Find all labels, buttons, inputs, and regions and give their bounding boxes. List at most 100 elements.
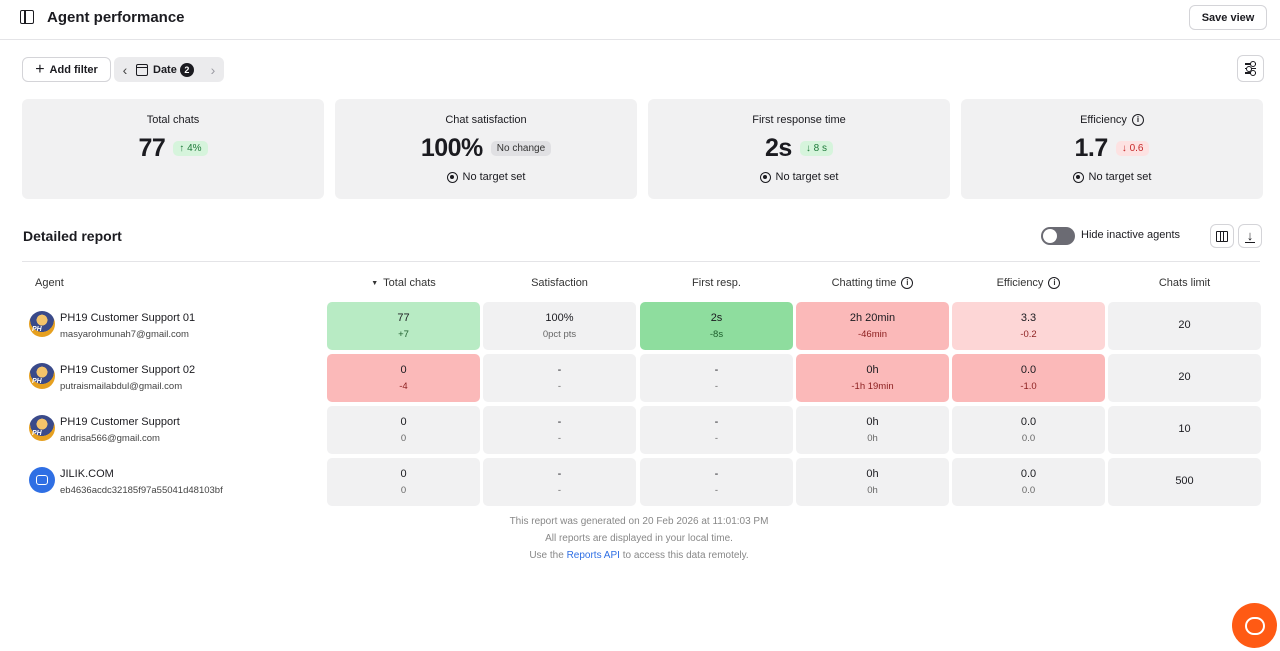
reports-api-link[interactable]: Reports API	[566, 550, 620, 561]
chat-satisfaction-card: Chat satisfaction 100% No change No targ…	[335, 99, 637, 199]
efficiency-cell: 0.0 -1.0	[952, 354, 1105, 402]
target-icon	[759, 171, 771, 183]
target-icon	[446, 171, 458, 183]
column-header-agent[interactable]: Agent	[35, 277, 64, 289]
first-response-cell: 2s -8s	[640, 302, 793, 350]
agent-name: PH19 Customer Support	[60, 416, 180, 428]
target-icon	[1072, 171, 1084, 183]
column-header-satisfaction[interactable]: Satisfaction	[531, 277, 588, 289]
agent-name: JILIK.COM	[60, 468, 114, 480]
change-badge: ↑ 4%	[173, 141, 208, 156]
card-value: 100%	[420, 134, 483, 162]
card-value: 77	[138, 134, 166, 162]
chatting-time-cell: 0h -1h 19min	[796, 354, 949, 402]
local-time-note: All reports are displayed in your local …	[545, 533, 733, 544]
sidebar-toggle-icon[interactable]	[20, 10, 34, 24]
target-status: No target set	[648, 171, 950, 183]
column-header-first-response[interactable]: First resp.	[692, 277, 741, 289]
chats-limit-cell[interactable]: 20	[1108, 302, 1261, 350]
arrow-up-icon: ↑	[179, 143, 188, 154]
arrow-down-icon: ↓	[805, 143, 814, 154]
info-icon[interactable]: i	[901, 277, 914, 289]
plus-icon: +	[35, 60, 45, 78]
card-label: Efficiency	[1080, 114, 1127, 126]
download-icon: ↓	[1244, 228, 1256, 243]
first-response-time-card: First response time 2s ↓ 8 s No target s…	[648, 99, 950, 199]
column-header-efficiency[interactable]: Efficiency i	[952, 277, 1105, 289]
section-title: Detailed report	[23, 228, 122, 244]
satisfaction-cell: --	[483, 458, 636, 506]
chat-bubble-icon	[36, 475, 48, 485]
total-chats-card: Total chats 77 ↑ 4%	[22, 99, 324, 199]
save-view-button[interactable]: Save view	[1189, 5, 1267, 30]
satisfaction-cell: --	[483, 406, 636, 454]
efficiency-cell: 0.0 0.0	[952, 406, 1105, 454]
total-chats-cell: 77 +7	[327, 302, 480, 350]
download-button[interactable]: ↓	[1238, 224, 1262, 248]
column-header-chats-limit[interactable]: Chats limit	[1158, 277, 1211, 289]
info-icon[interactable]: i	[1131, 114, 1144, 126]
satisfaction-cell: --	[483, 354, 636, 402]
card-value: 1.7	[1074, 134, 1109, 162]
chevron-left-icon[interactable]: ‹	[122, 61, 128, 78]
report-generated-note: This report was generated on 20 Feb 2026…	[509, 516, 769, 527]
chats-limit-cell[interactable]: 20	[1108, 354, 1261, 402]
view-settings-button[interactable]	[1237, 55, 1264, 82]
info-icon[interactable]: i	[1048, 277, 1061, 289]
chats-limit-cell[interactable]: 500	[1108, 458, 1261, 506]
avatar	[29, 415, 55, 441]
add-filter-label: Add filter	[49, 63, 98, 76]
top-bar: Agent performance Save view	[0, 0, 1280, 40]
card-label: Total chats	[146, 114, 200, 126]
card-label: First response time	[752, 114, 846, 126]
date-filter-chip[interactable]: ‹ Date 2 ›	[114, 57, 224, 82]
target-status: No target set	[961, 171, 1263, 183]
api-note: Use the Reports API to access this data …	[529, 550, 749, 561]
efficiency-card: Efficiency i 1.7 ↓ 0.6 No target set	[961, 99, 1263, 199]
date-filter-count-badge: 2	[179, 62, 194, 77]
first-response-cell: --	[640, 354, 793, 402]
divider	[22, 261, 1260, 262]
chat-widget-button[interactable]	[1232, 603, 1277, 648]
card-label: Chat satisfaction	[445, 114, 527, 126]
first-response-cell: --	[640, 406, 793, 454]
chatting-time-cell: 0h 0h	[796, 458, 949, 506]
change-badge: ↓ 8 s	[799, 141, 833, 156]
avatar	[29, 363, 55, 389]
chat-bubble-icon	[1244, 616, 1265, 635]
agent-name: PH19 Customer Support 01	[60, 312, 196, 324]
add-filter-button[interactable]: + Add filter	[22, 57, 111, 82]
arrow-down-icon: ↓	[1121, 143, 1130, 154]
agent-email: putraismailabdul@gmail.com	[60, 381, 183, 392]
sort-desc-icon: ▼	[371, 279, 379, 287]
avatar	[29, 467, 55, 493]
chats-limit-cell[interactable]: 10	[1108, 406, 1261, 454]
avatar	[29, 311, 55, 337]
first-response-cell: --	[640, 458, 793, 506]
agent-name: PH19 Customer Support 02	[60, 364, 196, 376]
hide-inactive-toggle[interactable]	[1041, 227, 1075, 245]
efficiency-cell: 3.3 -0.2	[952, 302, 1105, 350]
change-badge: ↓ 0.6	[1115, 141, 1150, 156]
agent-email: eb4636acdc32185f97a55041d48103bf	[60, 485, 223, 496]
chatting-time-cell: 0h 0h	[796, 406, 949, 454]
column-header-chatting-time[interactable]: Chatting time i	[796, 277, 949, 289]
card-value: 2s	[765, 134, 792, 162]
agent-email: masyarohmunah7@gmail.com	[60, 329, 189, 340]
chevron-right-icon[interactable]: ›	[210, 61, 216, 78]
hide-inactive-label: Hide inactive agents	[1081, 229, 1181, 241]
column-header-total-chats[interactable]: ▼ Total chats	[371, 277, 436, 289]
columns-button[interactable]	[1210, 224, 1234, 248]
total-chats-cell: 0 -4	[327, 354, 480, 402]
target-status: No target set	[335, 171, 637, 183]
satisfaction-cell: 100% 0pct pts	[483, 302, 636, 350]
date-filter-label: Date	[153, 63, 177, 76]
page-title: Agent performance	[47, 9, 185, 26]
columns-icon	[1216, 230, 1228, 242]
calendar-icon	[136, 63, 148, 76]
sliders-icon	[1245, 61, 1256, 67]
agent-email: andrisa566@gmail.com	[60, 433, 160, 444]
change-badge: No change	[490, 141, 552, 156]
